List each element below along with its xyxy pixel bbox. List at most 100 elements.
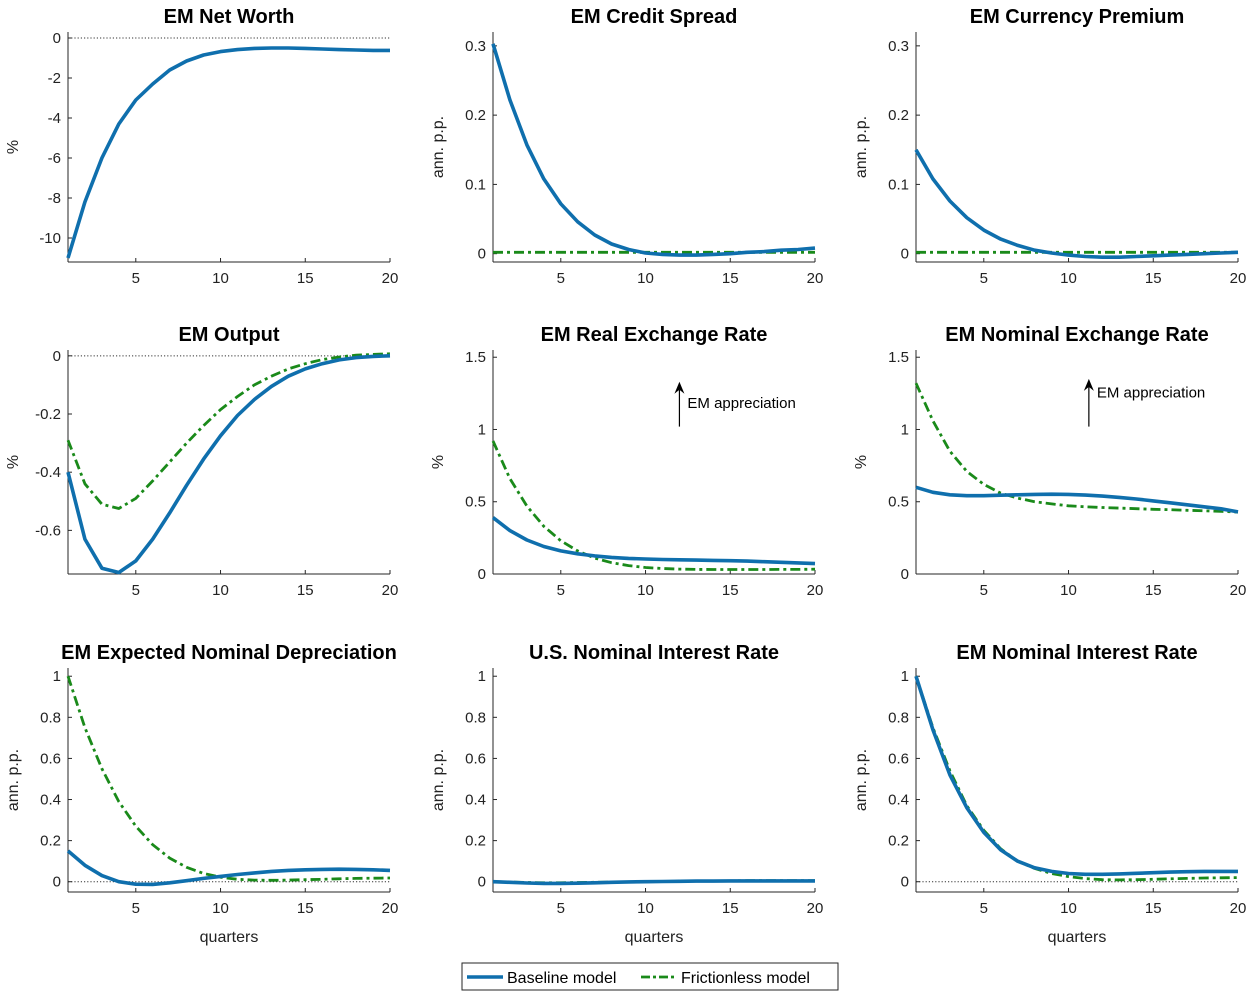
y-tick-label: 0 bbox=[478, 566, 486, 583]
y-tick-label: 0.6 bbox=[465, 750, 486, 767]
y-tick-label: 0.6 bbox=[40, 750, 61, 767]
x-tick-label: 20 bbox=[382, 900, 399, 917]
y-tick-label: 1 bbox=[478, 421, 486, 438]
series-line-baseline bbox=[914, 148, 1239, 259]
x-tick-label: 5 bbox=[980, 270, 988, 287]
annotation-text: EM appreciation bbox=[1097, 385, 1205, 402]
panel-title: EM Nominal Exchange Rate bbox=[945, 324, 1208, 346]
y-tick-label: 0.4 bbox=[888, 792, 909, 809]
y-tick-label: 0.4 bbox=[465, 792, 486, 809]
series-line-baseline bbox=[66, 354, 391, 575]
x-tick-label: 15 bbox=[1145, 900, 1162, 917]
x-axis-label: quarters bbox=[200, 929, 259, 946]
legend: Baseline model Frictionless model bbox=[461, 962, 839, 991]
y-tick-label: 0.2 bbox=[888, 833, 909, 850]
panel-7: EM Expected Nominal Depreciation 0 0.2 0.4 0… bbox=[5, 642, 398, 946]
y-tick-label: 0.1 bbox=[888, 176, 909, 193]
panel-6: EM Nominal Exchange Rate 0 0.5 1 1.5 5 10 15 20%… bbox=[853, 324, 1246, 599]
x-tick-label: 10 bbox=[637, 900, 654, 917]
y-tick-label: 0.2 bbox=[465, 833, 486, 850]
y-tick-label: 1.5 bbox=[465, 349, 486, 366]
x-tick-label: 10 bbox=[1060, 900, 1077, 917]
x-tick-label: 20 bbox=[1230, 582, 1247, 599]
x-tick-label: 20 bbox=[382, 270, 399, 287]
y-tick-label: 0.4 bbox=[40, 792, 61, 809]
series-line-baseline bbox=[914, 675, 1238, 877]
panel-title: EM Real Exchange Rate bbox=[541, 324, 768, 346]
series-line-baseline bbox=[66, 46, 390, 259]
series-line-frictionless bbox=[914, 382, 1239, 514]
y-tick-label: 0.8 bbox=[888, 709, 909, 726]
y-tick-label: 0.8 bbox=[465, 709, 486, 726]
y-tick-label: 0.2 bbox=[40, 833, 61, 850]
y-tick-label: 0.8 bbox=[40, 709, 61, 726]
y-tick-label: -2 bbox=[48, 70, 61, 87]
x-tick-label: 15 bbox=[297, 900, 314, 917]
legend-label-frictionless: Frictionless model bbox=[681, 970, 810, 987]
x-tick-label: 20 bbox=[807, 900, 824, 917]
x-axis-label: quarters bbox=[625, 929, 684, 946]
panel-5: EM Real Exchange Rate 0 0.5 1 1.5 5 10 15 20% EM … bbox=[430, 324, 823, 599]
y-tick-label: 0.3 bbox=[465, 38, 486, 55]
panel-8: U.S. Nominal Interest Rate 0 0.2 0.4 0.6 0.8 1… bbox=[430, 642, 823, 946]
x-tick-label: 15 bbox=[722, 900, 739, 917]
legend-label-baseline: Baseline model bbox=[507, 970, 616, 987]
y-axis-label: ann. p.p. bbox=[853, 116, 870, 178]
x-tick-label: 5 bbox=[557, 582, 565, 599]
annotation-arrow-head bbox=[1083, 378, 1094, 391]
y-tick-label: 0 bbox=[478, 246, 486, 263]
x-tick-label: 10 bbox=[1060, 270, 1077, 287]
y-tick-label: 0.2 bbox=[465, 107, 486, 124]
y-axis-label: ann. p.p. bbox=[5, 749, 22, 811]
y-tick-label: 0 bbox=[53, 30, 61, 47]
x-tick-label: 5 bbox=[980, 582, 988, 599]
y-tick-label: 0 bbox=[53, 874, 61, 891]
y-tick-label: -8 bbox=[48, 190, 61, 207]
x-tick-label: 20 bbox=[1230, 900, 1247, 917]
panel-title: EM Output bbox=[178, 324, 279, 346]
y-tick-label: 1 bbox=[53, 668, 61, 685]
panel-title: U.S. Nominal Interest Rate bbox=[529, 642, 779, 664]
y-tick-label: -0.4 bbox=[35, 464, 61, 481]
x-tick-label: 10 bbox=[1060, 582, 1077, 599]
panel-title: EM Expected Nominal Depreciation bbox=[61, 642, 397, 664]
y-tick-label: -10 bbox=[39, 230, 61, 247]
annotation-arrow-head bbox=[674, 381, 685, 394]
series-line-frictionless bbox=[914, 675, 1239, 882]
y-axis-label: % bbox=[5, 140, 22, 154]
y-tick-label: 0.2 bbox=[888, 107, 909, 124]
x-tick-label: 15 bbox=[722, 270, 739, 287]
panel-title: EM Currency Premium bbox=[970, 6, 1185, 28]
x-tick-label: 5 bbox=[132, 270, 140, 287]
x-tick-label: 5 bbox=[980, 900, 988, 917]
y-tick-label: 0.1 bbox=[465, 176, 486, 193]
y-tick-label: 0 bbox=[53, 348, 61, 365]
x-tick-label: 10 bbox=[212, 270, 229, 287]
x-tick-label: 5 bbox=[557, 900, 565, 917]
x-tick-label: 20 bbox=[1230, 270, 1247, 287]
series-line-baseline bbox=[491, 43, 816, 257]
x-tick-label: 5 bbox=[557, 270, 565, 287]
series-line-baseline bbox=[491, 516, 816, 566]
series-line-baseline bbox=[66, 849, 391, 887]
y-tick-label: 0.3 bbox=[888, 38, 909, 55]
x-tick-label: 5 bbox=[132, 900, 140, 917]
x-tick-label: 10 bbox=[212, 582, 229, 599]
y-tick-label: 1 bbox=[901, 668, 909, 685]
y-tick-label: 0 bbox=[901, 874, 909, 891]
y-tick-label: 0 bbox=[478, 874, 486, 891]
panel-3: EM Currency Premium 0 0.1 0.2 0.3 5 10 15 20 ann.… bbox=[853, 6, 1246, 287]
x-tick-label: 10 bbox=[637, 270, 654, 287]
y-tick-label: 1 bbox=[901, 421, 909, 438]
series-line-baseline bbox=[492, 879, 815, 886]
x-axis-label: quarters bbox=[1048, 929, 1107, 946]
y-tick-label: 1 bbox=[478, 668, 486, 685]
panel-title: EM Nominal Interest Rate bbox=[956, 642, 1197, 664]
panel-2: EM Credit Spread 0 0.1 0.2 0.3 5 10 15 20 ann. p.… bbox=[430, 6, 823, 287]
x-tick-label: 15 bbox=[722, 582, 739, 599]
y-tick-label: 0.5 bbox=[465, 494, 486, 511]
y-tick-label: -6 bbox=[48, 150, 61, 167]
y-axis-label: ann. p.p. bbox=[430, 749, 447, 811]
y-axis-label: ann. p.p. bbox=[430, 116, 447, 178]
